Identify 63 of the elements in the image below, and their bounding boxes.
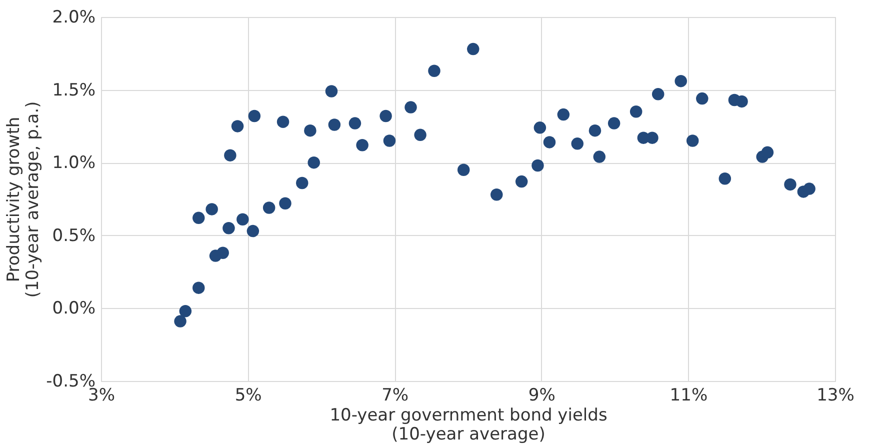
point	[279, 197, 292, 210]
point	[534, 122, 546, 134]
point	[248, 110, 261, 122]
point	[174, 315, 186, 328]
point	[457, 164, 470, 176]
x-tick-label: 5%	[234, 386, 262, 406]
point	[404, 101, 417, 114]
x-tick-label: 3%	[88, 386, 115, 406]
point	[557, 108, 570, 121]
y-tick-label: 0.5%	[52, 226, 96, 246]
point	[206, 203, 218, 216]
point	[532, 159, 544, 172]
point	[515, 175, 528, 188]
point	[246, 224, 260, 238]
point	[325, 85, 338, 98]
point	[224, 149, 236, 162]
y-tick-label: 1.5%	[52, 80, 96, 100]
y-axis-title: Productivity growth (10-year average, p.a.)	[4, 101, 44, 298]
y-tick-label: 2.0%	[52, 8, 96, 28]
point	[784, 178, 796, 191]
point	[192, 282, 205, 294]
x-axis-title: 10-year government bond yields (10-year average)	[330, 406, 608, 444]
x-tick-label: 7%	[382, 386, 409, 406]
point	[231, 120, 244, 132]
point	[803, 182, 816, 195]
point	[490, 188, 503, 201]
point	[414, 128, 426, 142]
point	[686, 134, 699, 147]
point	[236, 213, 249, 226]
point	[696, 92, 708, 105]
point	[630, 106, 642, 118]
point	[296, 176, 308, 190]
y-tick-label: 1.0%	[52, 153, 96, 174]
point	[356, 139, 368, 152]
x-tick-label: 13%	[816, 386, 854, 406]
point	[262, 202, 276, 214]
point	[674, 74, 687, 88]
point	[380, 110, 392, 122]
point	[383, 134, 396, 147]
point	[428, 64, 440, 77]
point	[467, 42, 480, 56]
point	[588, 124, 602, 137]
point	[304, 124, 316, 137]
point	[761, 146, 774, 159]
point	[543, 136, 556, 148]
point	[736, 95, 748, 108]
point	[593, 150, 606, 163]
y-tick-label: 0.0%	[52, 298, 96, 319]
point	[718, 172, 732, 185]
point	[179, 305, 192, 318]
point	[652, 88, 664, 100]
point	[328, 118, 341, 131]
point	[216, 246, 229, 259]
point	[571, 138, 584, 150]
point	[308, 156, 320, 169]
point	[192, 212, 205, 224]
point	[646, 132, 658, 144]
point	[222, 222, 235, 234]
x-tick-label: 11%	[670, 386, 708, 406]
point	[348, 117, 362, 130]
point	[276, 116, 290, 128]
x-tick-label: 9%	[528, 386, 556, 406]
point	[608, 117, 620, 130]
